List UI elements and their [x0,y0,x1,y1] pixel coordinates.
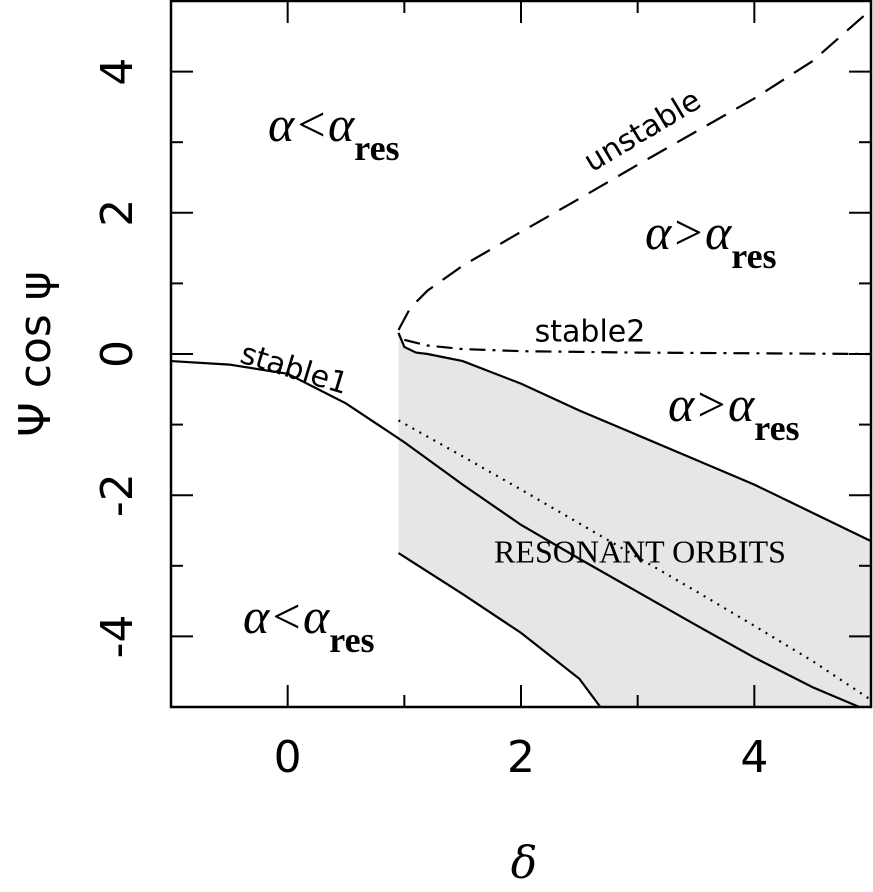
region-label-main: α>α [645,204,733,260]
curve [397,8,872,331]
curve [397,552,602,708]
x-tick-label: 2 [507,732,535,783]
curve-label: unstable [578,83,707,180]
region-label: RESONANT ORBITS [494,533,786,569]
x-tick-label: 0 [274,732,302,783]
region-label-sub: res [354,128,399,168]
y-tick-label: 4 [92,58,143,86]
region-label: α>αres [645,204,777,276]
curve-label: stable2 [535,315,646,350]
curve [404,338,872,356]
region-label: α>αres [668,376,800,448]
curve [170,359,860,709]
region-label-sub: res [731,236,776,276]
x-axis-label: δ [511,838,538,889]
y-tick-label: -4 [92,614,143,658]
region-label-main: α<α [243,588,331,644]
y-axis-label: Ψ cos ψ [10,271,61,437]
curve-label: stable1 [236,336,352,402]
y-tick-label: 2 [92,199,143,227]
region-label: α<αres [243,588,375,660]
region-label-sub: res [754,408,799,448]
x-tick-label: 4 [740,732,768,783]
region-label: α<αres [268,96,400,168]
curve [397,332,872,543]
curve [397,419,872,701]
region-label-sub: res [329,620,374,660]
y-tick-label: -2 [92,473,143,517]
region-label-main: α>α [668,376,756,432]
shaded-region [398,332,871,707]
y-tick-label: 0 [92,340,143,368]
region-label-main: α<α [268,96,356,152]
